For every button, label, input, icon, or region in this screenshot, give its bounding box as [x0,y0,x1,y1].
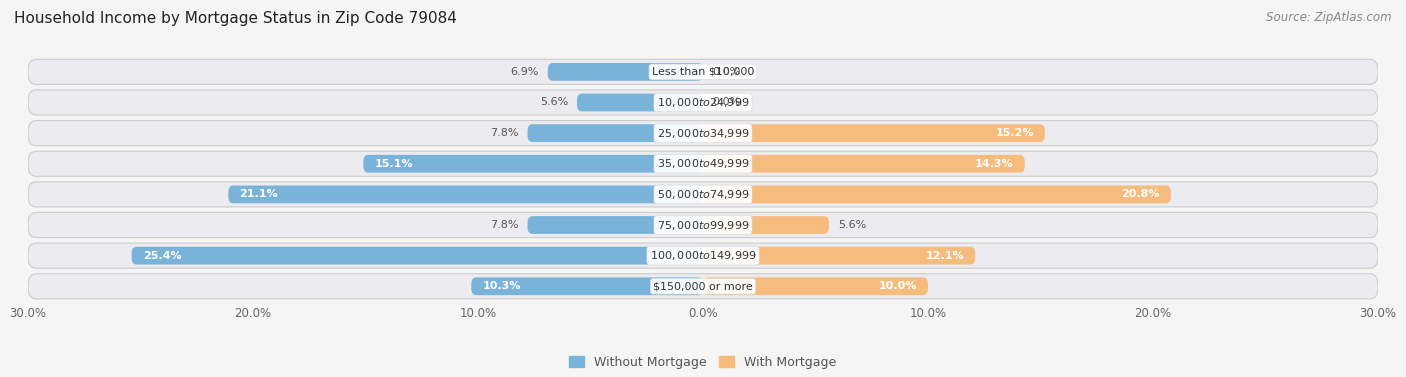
Text: 10.3%: 10.3% [482,281,520,291]
Text: $150,000 or more: $150,000 or more [654,281,752,291]
Text: 15.1%: 15.1% [374,159,413,169]
FancyBboxPatch shape [28,151,1378,176]
FancyBboxPatch shape [703,124,1045,142]
Text: Less than $10,000: Less than $10,000 [652,67,754,77]
FancyBboxPatch shape [28,121,1378,146]
FancyBboxPatch shape [471,277,703,295]
Text: $35,000 to $49,999: $35,000 to $49,999 [657,157,749,170]
Text: 0.0%: 0.0% [711,67,740,77]
Text: 15.2%: 15.2% [995,128,1033,138]
Text: 7.8%: 7.8% [491,128,519,138]
Text: Household Income by Mortgage Status in Zip Code 79084: Household Income by Mortgage Status in Z… [14,11,457,26]
Text: Source: ZipAtlas.com: Source: ZipAtlas.com [1267,11,1392,24]
Legend: Without Mortgage, With Mortgage: Without Mortgage, With Mortgage [569,356,837,369]
FancyBboxPatch shape [132,247,703,265]
FancyBboxPatch shape [703,277,928,295]
Text: 14.3%: 14.3% [974,159,1014,169]
Text: $75,000 to $99,999: $75,000 to $99,999 [657,219,749,231]
Text: 21.1%: 21.1% [239,189,278,199]
Text: 10.0%: 10.0% [879,281,917,291]
FancyBboxPatch shape [703,155,1025,173]
Text: 20.8%: 20.8% [1121,189,1160,199]
FancyBboxPatch shape [28,243,1378,268]
Text: 0.0%: 0.0% [711,98,740,107]
Text: $25,000 to $34,999: $25,000 to $34,999 [657,127,749,139]
Text: 12.1%: 12.1% [925,251,965,261]
FancyBboxPatch shape [576,93,703,111]
Text: 5.6%: 5.6% [540,98,568,107]
FancyBboxPatch shape [28,182,1378,207]
Text: 25.4%: 25.4% [143,251,181,261]
Text: $100,000 to $149,999: $100,000 to $149,999 [650,249,756,262]
Text: 6.9%: 6.9% [510,67,538,77]
FancyBboxPatch shape [363,155,703,173]
FancyBboxPatch shape [28,59,1378,84]
FancyBboxPatch shape [28,90,1378,115]
FancyBboxPatch shape [28,274,1378,299]
Text: 5.6%: 5.6% [838,220,866,230]
FancyBboxPatch shape [703,247,976,265]
Text: 7.8%: 7.8% [491,220,519,230]
Text: $50,000 to $74,999: $50,000 to $74,999 [657,188,749,201]
FancyBboxPatch shape [703,216,830,234]
Text: $10,000 to $24,999: $10,000 to $24,999 [657,96,749,109]
FancyBboxPatch shape [28,213,1378,238]
FancyBboxPatch shape [548,63,703,81]
FancyBboxPatch shape [527,124,703,142]
FancyBboxPatch shape [703,185,1171,203]
FancyBboxPatch shape [228,185,703,203]
FancyBboxPatch shape [527,216,703,234]
